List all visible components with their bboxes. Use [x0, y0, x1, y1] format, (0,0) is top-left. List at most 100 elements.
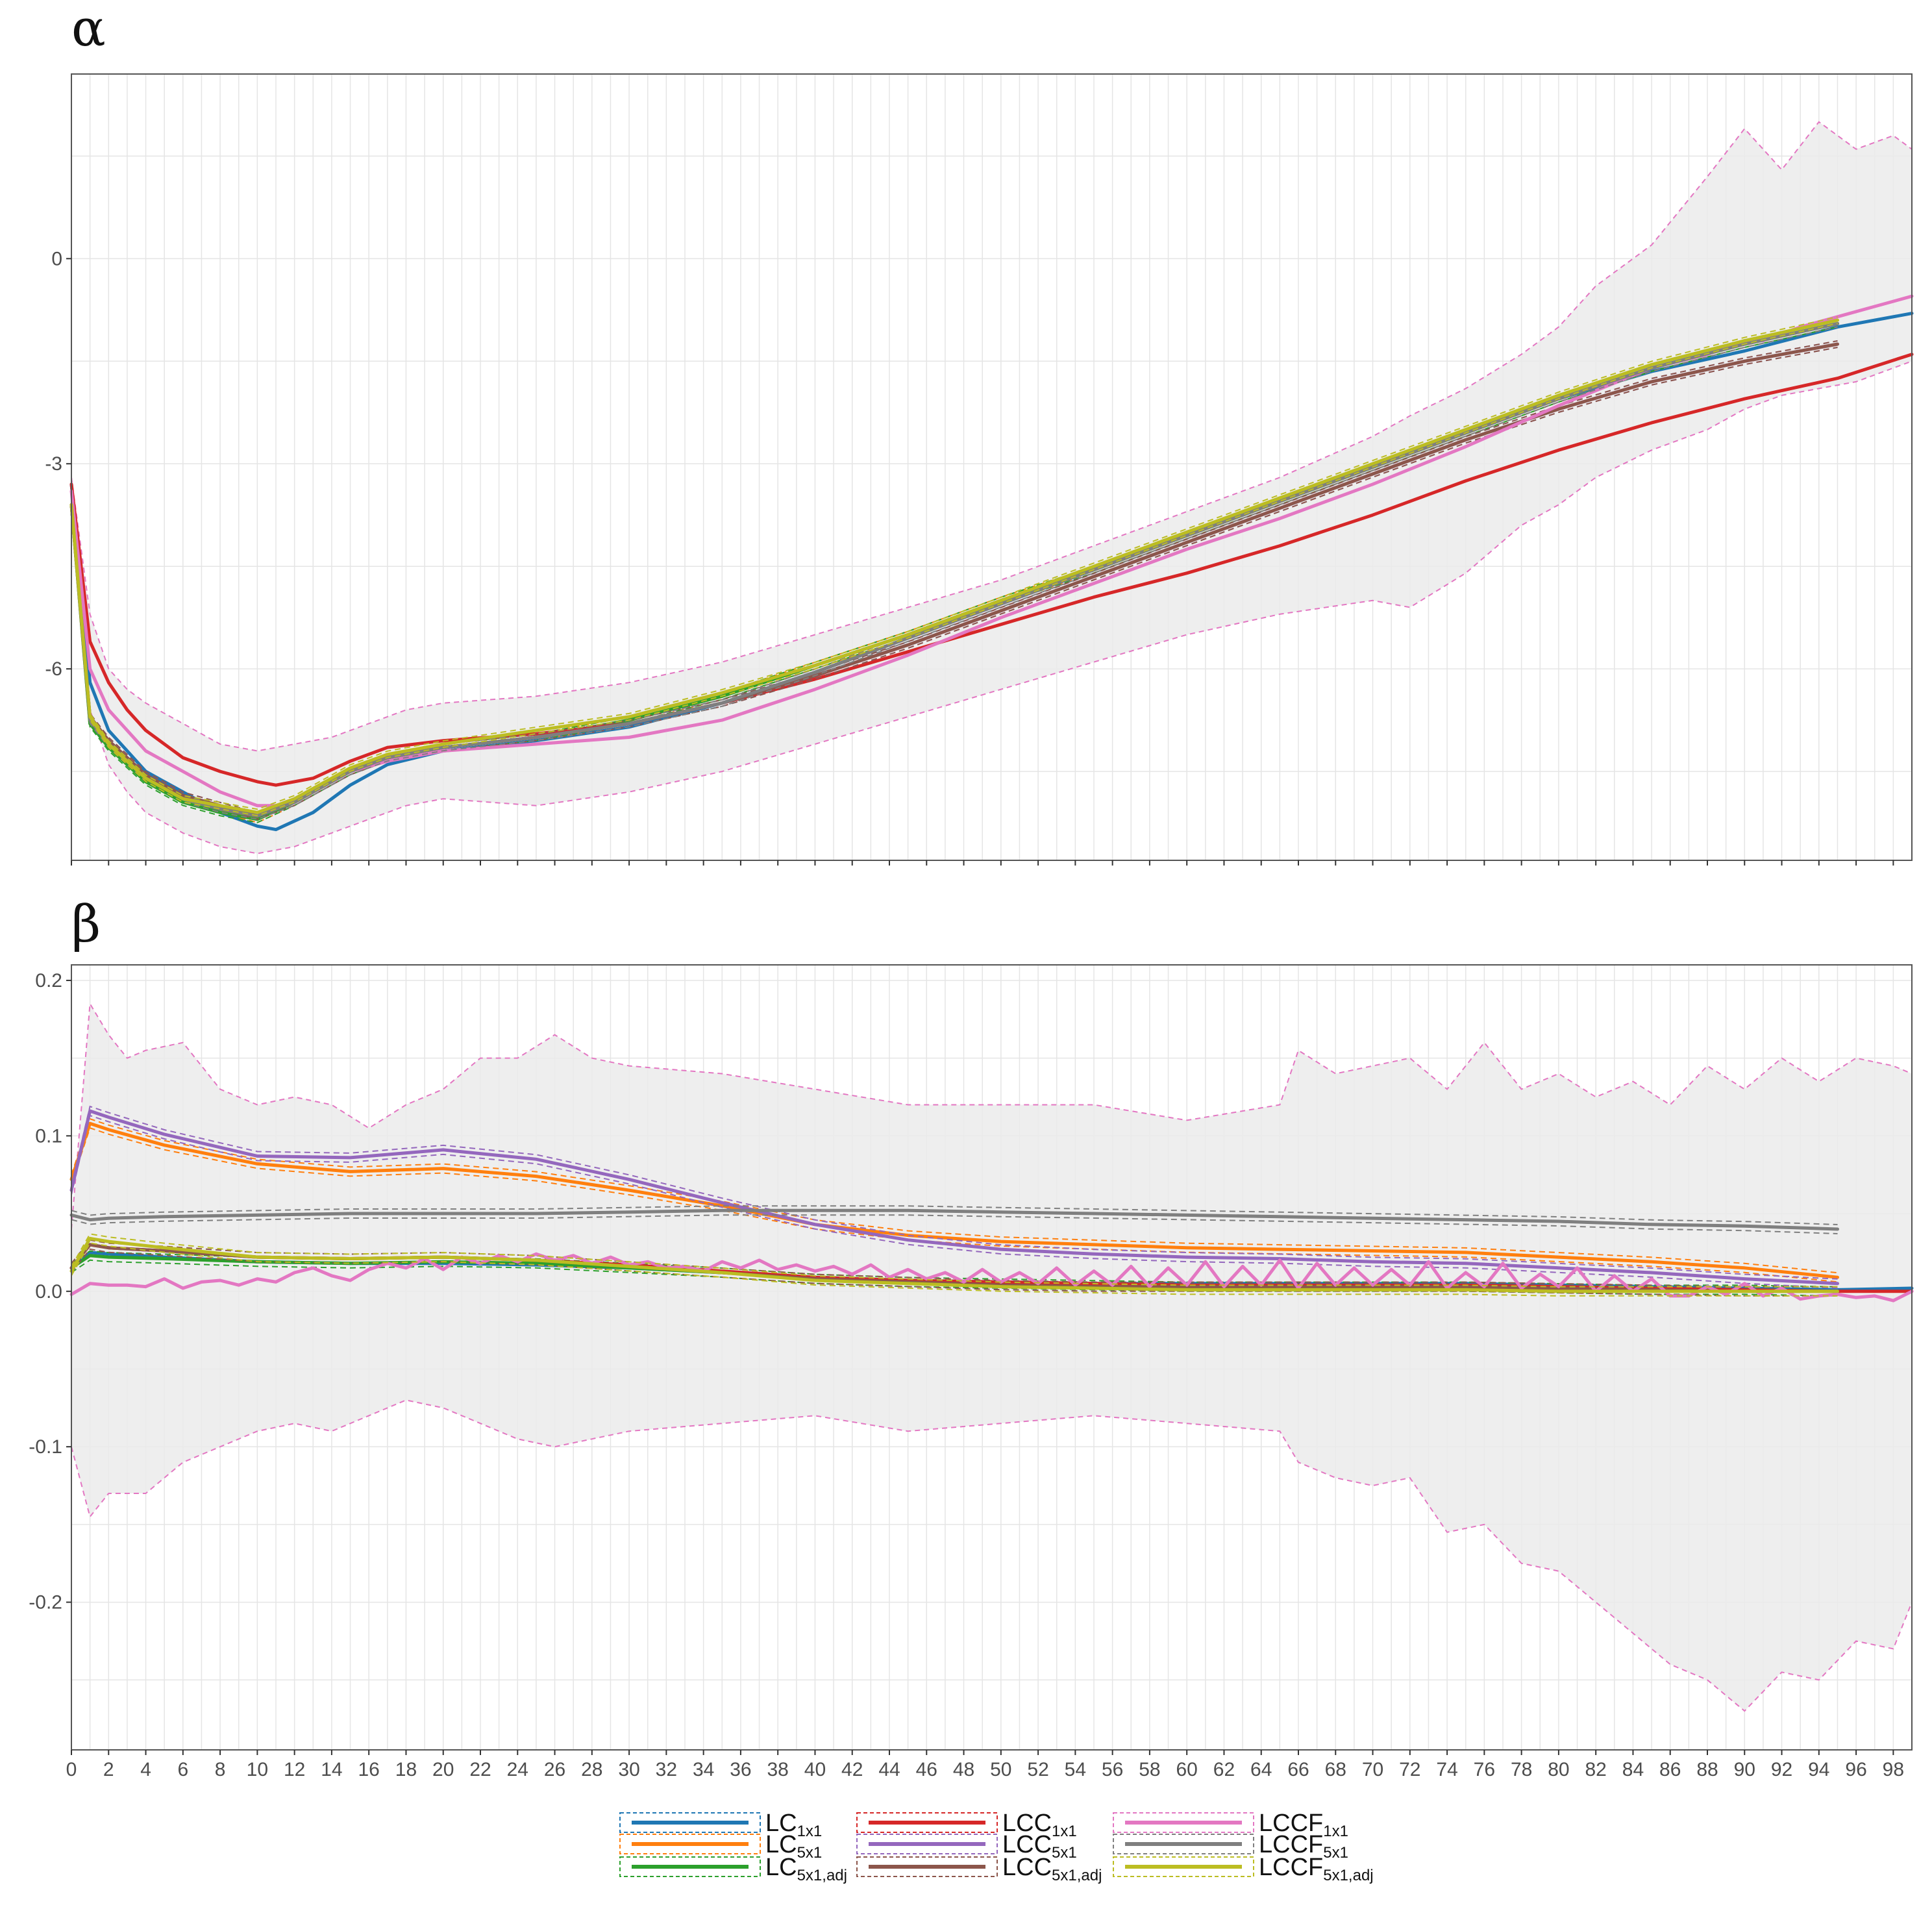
legend-key-box-LC_5x1: [619, 1834, 761, 1854]
beta-xtick-label: 64: [1250, 1759, 1272, 1780]
beta-ytick-label: -0.1: [29, 1436, 62, 1458]
beta-xtick-label: 44: [878, 1759, 900, 1780]
beta-ci-upper-LC_5x1: [71, 1117, 1838, 1274]
beta-panel: 0.20.10.0-0.1-0.20 2 4 6 8 10 12 14 16 18 20 22 24 26…: [29, 964, 1914, 1780]
beta-xtick-label: 10: [247, 1759, 268, 1780]
legend-key-box-LCCF_1x1: [1113, 1812, 1254, 1833]
beta-xtick-label: 94: [1808, 1759, 1829, 1780]
beta-ci-lower-LCCF_5x1_adj: [71, 1242, 1838, 1297]
beta-ytick-label: 0.0: [35, 1281, 62, 1302]
beta-xtick-label: 8: [215, 1759, 226, 1780]
legend-label-LCCF_1x1: LCCF1x1: [1259, 1810, 1348, 1840]
legend-label-LC_5x1_adj: LC5x1,adj: [765, 1854, 847, 1884]
beta-xtick-label: 92: [1771, 1759, 1792, 1780]
beta-panel-title: β: [71, 895, 101, 954]
alpha-panel: 0 -3 -6: [45, 73, 1914, 866]
beta-xtick-label: 74: [1436, 1759, 1457, 1780]
beta-band-fill: [71, 1003, 1912, 1712]
beta-ytick-label: 0.2: [35, 970, 62, 991]
legend-key-box-LC_1x1: [619, 1812, 761, 1833]
beta-band-lower: [71, 1399, 1913, 1712]
alpha-ytick-label: -3: [45, 453, 62, 475]
beta-xtick-label: 46: [916, 1759, 937, 1780]
beta-xtick-label: 50: [990, 1759, 1011, 1780]
beta-xtick-label: 20: [432, 1759, 454, 1780]
beta-xtick-label: 16: [358, 1759, 379, 1780]
beta-xtick-label: 2: [103, 1759, 114, 1780]
legend-key-box-LC_5x1_adj: [619, 1856, 761, 1877]
beta-xtick-label: 18: [395, 1759, 417, 1780]
beta-series-LC_5x1: [69, 1121, 1839, 1279]
alpha-band-upper: [71, 121, 1913, 752]
alpha-frame: [71, 73, 1913, 861]
beta-xtick-label: 14: [321, 1759, 342, 1780]
beta-xtick-label: 88: [1696, 1759, 1718, 1780]
beta-xtick-label: 98: [1883, 1759, 1904, 1780]
alpha-series-LCCF_5x1_adj: [69, 318, 1839, 814]
legend-label-LC_1x1: LC1x1: [765, 1810, 822, 1840]
beta-xtick-label: 72: [1399, 1759, 1420, 1780]
beta-series-LCCF_1x1: [69, 1252, 1914, 1302]
beta-ci-lower-LC_5x1: [71, 1127, 1838, 1283]
beta-xtick-label: 30: [618, 1759, 639, 1780]
beta-series-LCC_5x1: [69, 1109, 1839, 1286]
beta-xtick-label: 96: [1845, 1759, 1866, 1780]
legend-label-LCC_1x1: LCC1x1: [1002, 1810, 1077, 1840]
beta-ci-lower-LCC_5x1: [71, 1114, 1838, 1289]
legend-key-box-LCCF_5x1_adj: [1113, 1856, 1254, 1877]
legend-key-box-LCCF_5x1: [1113, 1834, 1254, 1854]
alpha-band-lower: [71, 360, 1913, 854]
beta-xtick-label: 82: [1585, 1759, 1606, 1780]
legend-key-box-LCC_5x1: [856, 1834, 998, 1854]
beta-xtick-label: 32: [656, 1759, 677, 1780]
beta-ytick-label: 0.1: [35, 1125, 62, 1147]
beta-xtick-label: 56: [1102, 1759, 1123, 1780]
beta-ytick-label: -0.2: [29, 1592, 62, 1614]
beta-ci-upper-LCC_5x1_adj: [71, 1239, 1838, 1288]
beta-ci-lower-LCCF_5x1: [71, 1214, 1838, 1234]
alpha-ci-lower-LCCF_5x1_adj: [71, 323, 1838, 817]
legend-key-box-LCC_1x1: [856, 1812, 998, 1833]
beta-xtick-label: 84: [1622, 1759, 1644, 1780]
beta-ci-upper-LCCF_5x1_adj: [71, 1233, 1838, 1288]
beta-xtick-label: 28: [581, 1759, 602, 1780]
beta-series-LCCF_5x1_adj: [69, 1236, 1839, 1293]
beta-xtick-label: 0: [66, 1759, 77, 1780]
beta-xtick-label: 80: [1548, 1759, 1569, 1780]
beta-xtick-label: 6: [177, 1759, 188, 1780]
beta-xtick-label: 48: [953, 1759, 974, 1780]
beta-xtick-label: 24: [507, 1759, 528, 1780]
beta-xtick-label: 86: [1659, 1759, 1681, 1780]
beta-xtick-label: 78: [1511, 1759, 1532, 1780]
beta-xtick-label: 34: [693, 1759, 714, 1780]
beta-band-upper: [71, 1001, 1913, 1230]
beta-xtick-label: 4: [140, 1759, 151, 1780]
beta-xtick-label: 38: [767, 1759, 788, 1780]
beta-xtick-label: 26: [544, 1759, 565, 1780]
beta-xtick-label: 36: [730, 1759, 751, 1780]
beta-xtick-label: 90: [1734, 1759, 1755, 1780]
alpha-ytick-label: 0: [51, 248, 62, 269]
beta-frame: [71, 964, 1913, 1751]
beta-ci-upper-LCC_5x1: [71, 1105, 1838, 1280]
beta-xtick-label: 66: [1287, 1759, 1309, 1780]
beta-xtick-label: 12: [284, 1759, 305, 1780]
legend-label-LCC_5x1_adj: LCC5x1,adj: [1002, 1854, 1102, 1884]
beta-xtick-label: 22: [469, 1759, 491, 1780]
beta-xtick-label: 54: [1065, 1759, 1086, 1780]
beta-xtick-label: 60: [1176, 1759, 1197, 1780]
alpha-band-fill: [71, 121, 1912, 854]
alpha-ci-upper-LCCF_5x1_adj: [71, 316, 1838, 810]
beta-series-LCCF_5x1: [69, 1208, 1839, 1231]
beta-xtick-label: 42: [841, 1759, 863, 1780]
legend-label-LCC_5x1: LCC5x1: [1002, 1831, 1077, 1862]
legend-label-LCCF_5x1: LCCF5x1: [1259, 1831, 1348, 1862]
alpha-ytick-label: -6: [45, 658, 62, 680]
beta-xtick-label: 68: [1325, 1759, 1346, 1780]
legend-key-box-LCC_5x1_adj: [856, 1856, 998, 1877]
legend-label-LC_5x1: LC5x1: [765, 1831, 822, 1862]
beta-xtick-label: 70: [1362, 1759, 1383, 1780]
alpha-panel-title: α: [71, 0, 106, 58]
beta-xtick-label: 52: [1027, 1759, 1048, 1780]
